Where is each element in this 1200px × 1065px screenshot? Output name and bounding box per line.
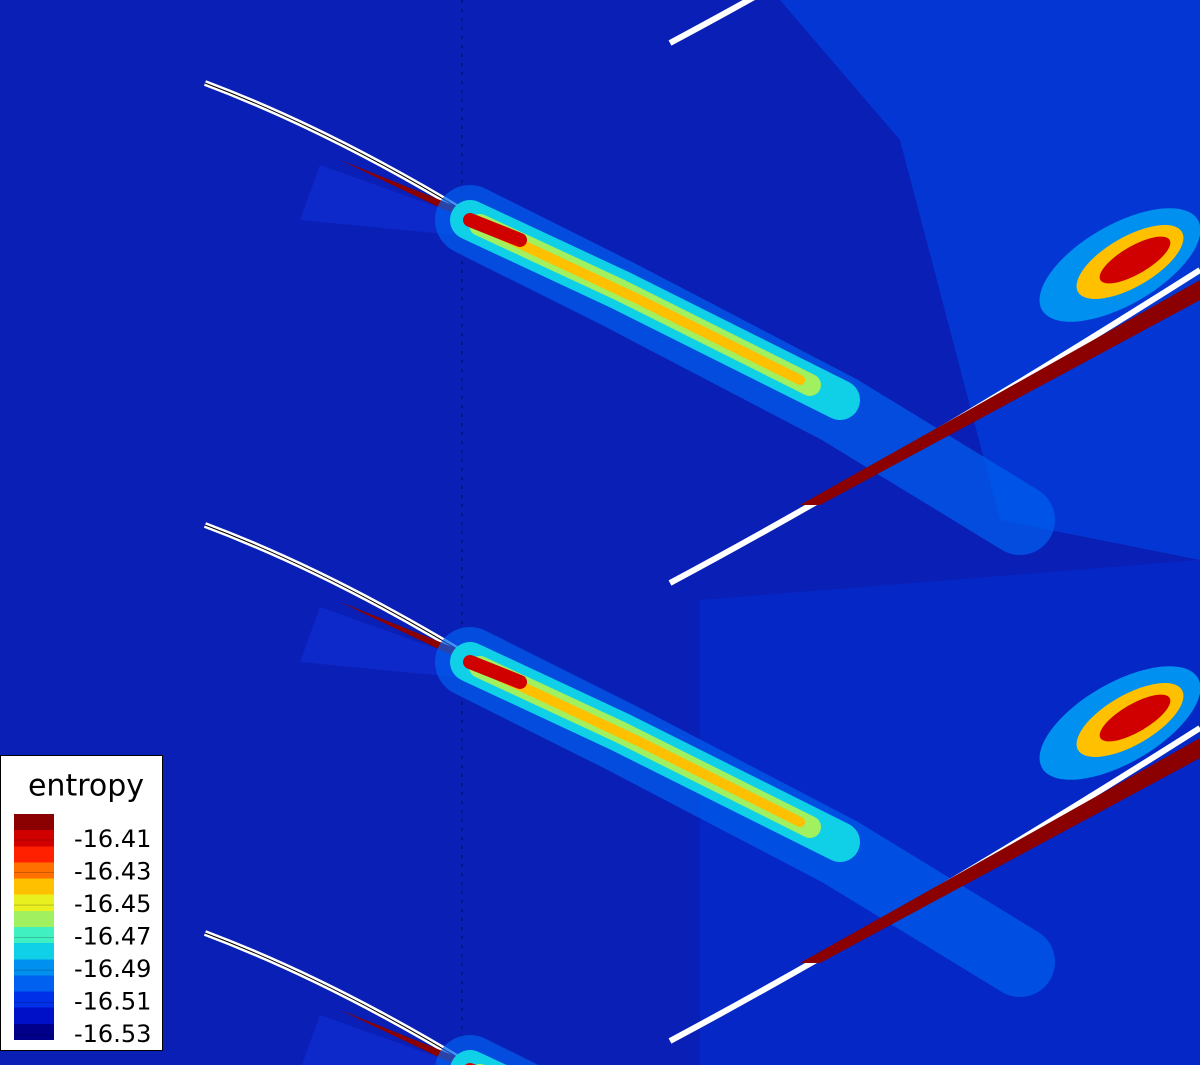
tick-label: -16.53 — [74, 1020, 151, 1048]
legend: entropy -16.41 -16.43 -16.45 -16.47 -16.49 -1… — [0, 755, 163, 1051]
legend-title: entropy — [28, 769, 144, 804]
flow-region — [780, 0, 1200, 560]
tick-label: -16.41 — [74, 825, 151, 853]
tick-label: -16.49 — [74, 955, 151, 983]
flow-region — [700, 560, 1200, 1065]
tick-label: -16.47 — [74, 923, 151, 951]
tick-label: -16.45 — [74, 890, 151, 918]
tick-label: -16.43 — [74, 858, 151, 886]
tick-label: -16.51 — [74, 988, 151, 1016]
colorbar — [14, 814, 54, 1040]
